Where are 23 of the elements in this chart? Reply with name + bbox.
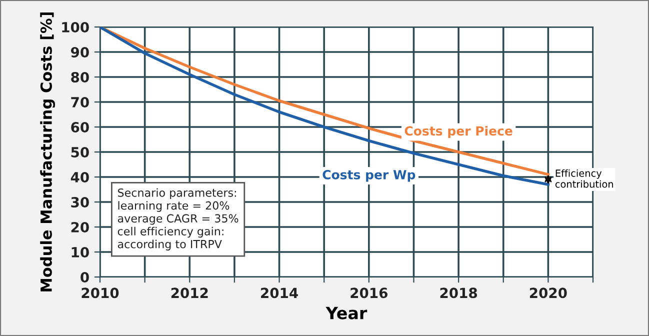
x-axis-title: Year <box>326 306 368 320</box>
y-tick-label: 50 <box>71 146 89 158</box>
x-tick-label: 2012 <box>171 288 208 298</box>
y-tick-label: 100 <box>62 22 89 32</box>
y-tick-label: 40 <box>70 172 89 182</box>
annotation: Secnario parameters: learning rate = 20% average CAGR = 35% cell efficiency gain: according to ITRPV <box>118 188 238 250</box>
x-tick-label: 2014 <box>261 288 298 298</box>
x-tick-label: 2020 <box>530 288 567 298</box>
y-tick-label: 70 <box>71 96 89 108</box>
y-tick-label: 20 <box>71 222 89 232</box>
x-tick-label: 2016 <box>350 288 388 298</box>
x-tick-label: 2010 <box>82 288 119 298</box>
series-label: Costs per Piece <box>404 126 512 138</box>
series-label: Costs per Wp <box>322 170 416 182</box>
y-axis-title: Module Manufacturing Costs [%] <box>40 12 56 292</box>
y-tick-label: 60 <box>71 122 89 132</box>
y-tick-label: 80 <box>71 72 89 82</box>
y-tick-label: 30 <box>71 196 89 208</box>
y-tick-label: 90 <box>70 46 89 58</box>
annotation: Efficiency contribution <box>555 169 613 188</box>
y-tick-label: 10 <box>72 246 89 258</box>
x-tick-label: 2018 <box>440 288 478 298</box>
y-tick-label: 0 <box>80 272 89 282</box>
